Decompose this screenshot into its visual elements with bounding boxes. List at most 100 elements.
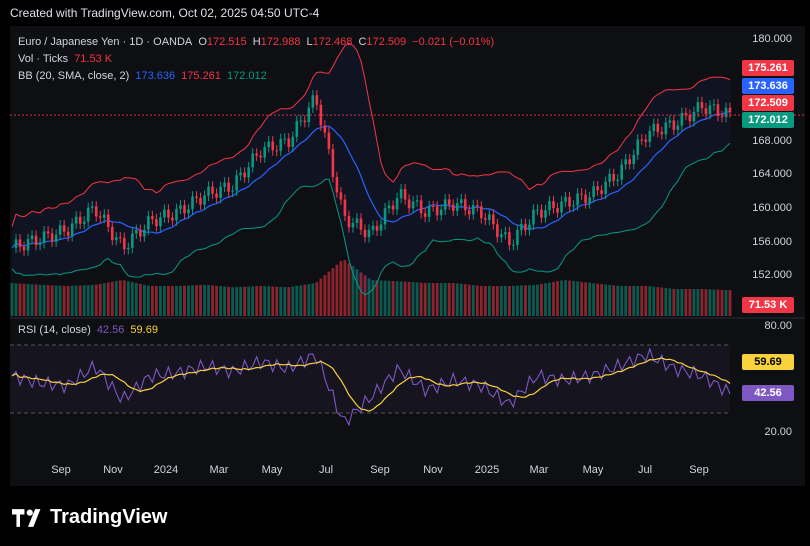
volume-bar bbox=[644, 286, 648, 316]
candle-body bbox=[74, 216, 78, 224]
volume-bar bbox=[114, 281, 118, 316]
bb-upper-value: 175.261 bbox=[181, 70, 221, 82]
price-tick: 160.000 bbox=[752, 202, 792, 214]
volume-bar bbox=[656, 287, 660, 316]
x-tick: May bbox=[261, 464, 283, 476]
bb-upper-line bbox=[11, 42, 731, 227]
rsi-ma-tag: 59.69 bbox=[742, 354, 794, 370]
candle-body bbox=[480, 206, 483, 219]
volume-bar bbox=[94, 284, 98, 316]
candle-body bbox=[712, 104, 716, 106]
candle-body bbox=[512, 244, 515, 246]
volume-bar bbox=[142, 284, 146, 316]
volume-bar bbox=[568, 280, 571, 316]
volume-bar bbox=[692, 289, 696, 316]
candle-body bbox=[135, 229, 138, 234]
volume-bar bbox=[552, 281, 555, 316]
volume-bar bbox=[584, 282, 587, 316]
candle-body bbox=[14, 239, 18, 248]
volume-bar bbox=[620, 286, 624, 316]
candle-body bbox=[359, 218, 363, 230]
volume-bar bbox=[636, 286, 640, 316]
volume-bar bbox=[311, 283, 315, 316]
volume-bar bbox=[660, 287, 664, 316]
volume-bar bbox=[375, 280, 379, 316]
price-tick: 168.000 bbox=[752, 135, 792, 147]
candle-body bbox=[463, 199, 467, 211]
x-tick: 2024 bbox=[153, 464, 179, 476]
candle-body bbox=[608, 173, 611, 182]
last-price-tag: 172.509 bbox=[742, 95, 794, 111]
candle-body bbox=[488, 214, 491, 220]
candle-body bbox=[672, 120, 676, 130]
brand-name: TradingView bbox=[50, 506, 168, 528]
candle-body bbox=[259, 155, 262, 158]
candle-body bbox=[363, 229, 367, 238]
candle-body bbox=[159, 217, 162, 227]
price-chart[interactable] bbox=[10, 26, 805, 486]
x-tick: Jul bbox=[318, 464, 334, 476]
volume-bar bbox=[211, 285, 214, 316]
candle-body bbox=[119, 237, 122, 239]
volume-bar bbox=[455, 283, 459, 316]
candle-body bbox=[315, 95, 319, 105]
bb-legend: BB (20, SMA, close, 2) 173.636 175.261 1… bbox=[18, 70, 270, 82]
candle-body bbox=[564, 197, 567, 202]
volume-bar bbox=[491, 286, 495, 316]
candle-body bbox=[227, 182, 230, 192]
volume-bar bbox=[167, 286, 170, 316]
volume-bar bbox=[600, 284, 604, 316]
volume-bar bbox=[199, 285, 202, 316]
candle-body bbox=[26, 239, 30, 251]
bb-lower-value: 172.012 bbox=[226, 70, 267, 82]
x-tick: Sep bbox=[51, 464, 71, 476]
candle-body bbox=[471, 205, 475, 215]
tradingview-brand[interactable]: TradingView bbox=[12, 506, 167, 529]
candle-body bbox=[42, 231, 46, 244]
volume-bar bbox=[604, 284, 608, 316]
volume-bar bbox=[279, 286, 283, 316]
candle-body bbox=[171, 217, 174, 221]
volume-bar bbox=[82, 285, 86, 316]
bb-band-fill bbox=[12, 43, 730, 295]
candle-body bbox=[704, 108, 708, 115]
x-tick: Sep bbox=[689, 464, 709, 476]
volume-bar bbox=[560, 280, 563, 316]
rsi-line bbox=[11, 347, 731, 427]
volume-bar bbox=[295, 285, 299, 316]
volume-bar bbox=[179, 285, 182, 316]
volume-bar bbox=[327, 271, 331, 316]
volume-bar bbox=[564, 280, 567, 316]
open-value: 172.515 bbox=[206, 36, 247, 48]
candle-body bbox=[163, 209, 166, 218]
candle-body bbox=[648, 131, 652, 142]
chart-panel[interactable] bbox=[10, 26, 805, 486]
candle-body bbox=[419, 200, 423, 214]
candle-body bbox=[572, 205, 575, 207]
x-tick: May bbox=[582, 464, 604, 476]
volume-bar bbox=[516, 285, 519, 316]
volume-bar bbox=[367, 278, 371, 316]
candle-body bbox=[435, 206, 439, 216]
volume-bar bbox=[54, 285, 58, 316]
volume-bar bbox=[315, 282, 319, 316]
candle-body bbox=[335, 177, 339, 193]
x-tick: Nov bbox=[423, 464, 443, 476]
volume-bar bbox=[696, 289, 700, 316]
x-tick: Nov bbox=[103, 464, 123, 476]
candle-body bbox=[295, 120, 299, 137]
volume-bar bbox=[287, 287, 291, 316]
volume-bar bbox=[271, 286, 275, 316]
volume-bar bbox=[351, 266, 355, 316]
volume-bar bbox=[700, 289, 704, 316]
candle-body bbox=[303, 120, 307, 123]
volume-bar bbox=[427, 283, 431, 316]
volume-bar bbox=[122, 280, 126, 316]
bb-basis-tag: 173.636 bbox=[742, 78, 794, 94]
candle-body bbox=[616, 179, 619, 181]
volume-bar bbox=[548, 282, 551, 316]
volume-bar bbox=[243, 286, 247, 316]
volume-bar bbox=[347, 263, 351, 316]
volume-bar bbox=[146, 285, 150, 316]
candle-body bbox=[22, 246, 26, 251]
